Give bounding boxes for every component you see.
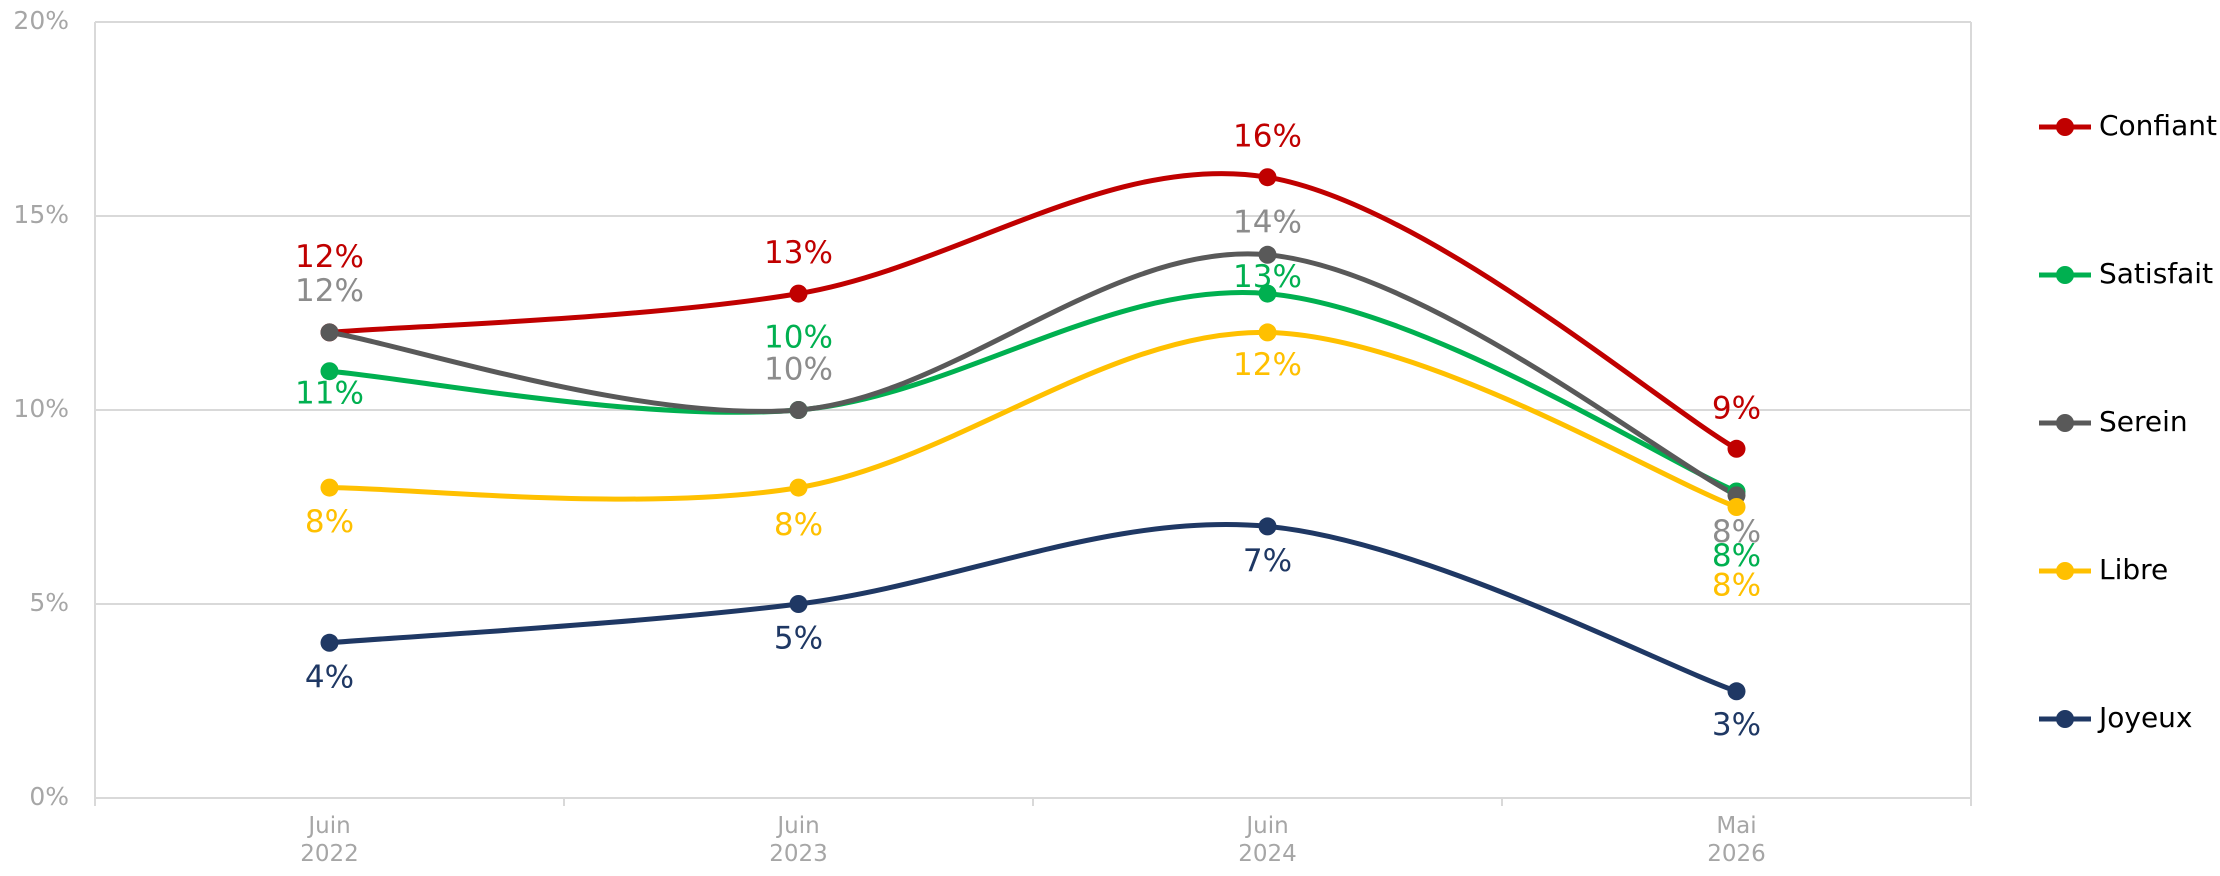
series-line [329, 251, 1738, 498]
data-label: 12% [1233, 347, 1302, 383]
legend-label: Confiant [2099, 109, 2217, 142]
data-point [1727, 682, 1746, 701]
series-line [329, 290, 1738, 494]
legend-marker [2056, 266, 2074, 284]
data-label: 12% [295, 239, 364, 275]
data-label: 13% [764, 235, 833, 271]
data-label: 4% [305, 659, 354, 695]
data-label: 3% [1712, 707, 1761, 743]
data-label: 8% [1712, 514, 1761, 550]
data-point [789, 401, 808, 419]
data-label: 13% [1233, 259, 1302, 295]
legend-label: Satisfait [2099, 257, 2213, 290]
y-tick-label: 10% [13, 394, 69, 423]
data-point [789, 478, 808, 497]
data-point [1258, 284, 1277, 303]
data-label: 12% [295, 273, 364, 309]
x-tick-label: Juin 2022 [300, 813, 359, 867]
data-point [1258, 323, 1277, 342]
data-label: 5% [774, 621, 823, 657]
series-line [329, 171, 1738, 451]
data-point [1727, 498, 1746, 516]
data-label: 10% [764, 352, 833, 388]
y-tick-label: 15% [13, 200, 69, 229]
x-tick-label: Mai 2026 [1707, 813, 1766, 867]
data-label: 11% [295, 376, 364, 412]
data-point [1727, 439, 1746, 458]
data-label: 10% [764, 320, 833, 356]
y-tick-label: 5% [29, 588, 69, 617]
legend-marker [2056, 710, 2074, 728]
x-tick-label: Juin 2023 [769, 813, 828, 867]
legend-label: Serein [2099, 405, 2188, 438]
data-label: 7% [1243, 543, 1292, 579]
data-point [1258, 168, 1277, 187]
data-label: 14% [1233, 204, 1302, 240]
data-label: 9% [1712, 390, 1761, 426]
y-tick-label: 0% [29, 782, 69, 811]
legend-label: Joyeux [2097, 701, 2193, 734]
data-label: 8% [1712, 568, 1761, 604]
legend-marker [2056, 414, 2074, 432]
y-tick-label: 20% [13, 6, 69, 35]
data-point [789, 595, 808, 613]
data-point [1258, 517, 1277, 536]
data-label: 8% [1712, 538, 1761, 574]
legend-marker [2056, 118, 2074, 136]
data-point [1258, 245, 1277, 264]
data-point [320, 633, 339, 652]
legend-label: Libre [2099, 553, 2168, 586]
series-line [329, 521, 1738, 694]
x-tick-label: Juin 2024 [1238, 813, 1297, 867]
series-line [329, 329, 1738, 510]
data-point [320, 478, 339, 497]
data-label: 16% [1233, 119, 1302, 155]
data-point [789, 284, 808, 303]
data-point [320, 323, 339, 342]
data-label: 8% [305, 504, 354, 540]
data-point [320, 362, 339, 381]
legend-marker [2056, 562, 2074, 580]
data-label: 8% [774, 507, 823, 543]
